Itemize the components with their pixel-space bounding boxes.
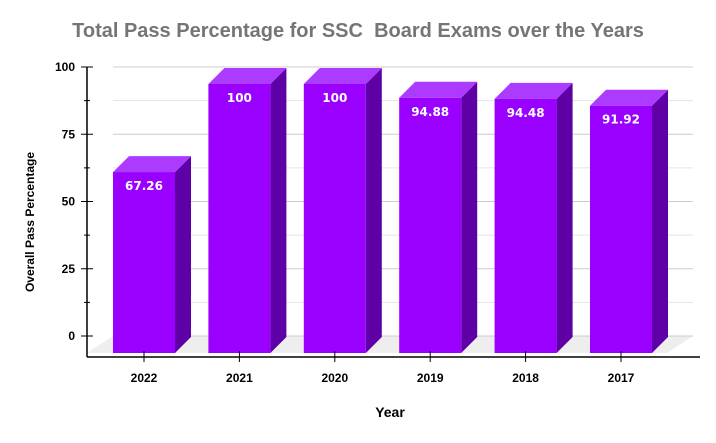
bar-top	[208, 68, 287, 84]
bar-2020	[303, 84, 366, 353]
chart-title: Total Pass Percentage for SSC Board Exam…	[72, 20, 644, 42]
data-label: 100	[227, 91, 252, 105]
bar-side	[270, 68, 287, 353]
bar-top	[399, 81, 478, 98]
bar-side	[556, 82, 573, 353]
bar-2021	[208, 84, 271, 353]
bar-side	[461, 81, 478, 353]
data-label: 94.88	[411, 105, 449, 119]
x-axis-label: Year	[375, 404, 405, 420]
bar-top	[303, 68, 382, 84]
bar-side	[365, 68, 382, 353]
y-tick-label: 25	[62, 262, 76, 276]
bar-top	[590, 89, 668, 106]
bar-2018	[494, 98, 557, 353]
x-tick-label: 2019	[417, 371, 444, 385]
data-label: 100	[322, 91, 347, 105]
bar-2017	[590, 105, 652, 353]
y-tick-label: 100	[55, 60, 75, 74]
y-tick-label: 0	[68, 329, 75, 343]
data-label: 91.92	[602, 113, 640, 127]
x-tick-label: 2021	[226, 371, 253, 385]
y-tick-label: 75	[62, 127, 76, 141]
x-tick-label: 2018	[512, 371, 539, 385]
bar-top	[113, 156, 191, 173]
data-label: 67.26	[125, 179, 163, 193]
bar-2019	[399, 97, 462, 353]
bar-top	[494, 82, 573, 99]
bar-side	[175, 156, 191, 353]
x-tick-label: 2017	[608, 371, 635, 385]
bar-side	[652, 89, 668, 353]
x-tick-label: 2022	[131, 371, 158, 385]
y-tick-label: 50	[62, 195, 76, 209]
x-tick-label: 2020	[321, 371, 348, 385]
bar-2022	[113, 172, 175, 353]
data-label: 94.48	[507, 106, 545, 120]
